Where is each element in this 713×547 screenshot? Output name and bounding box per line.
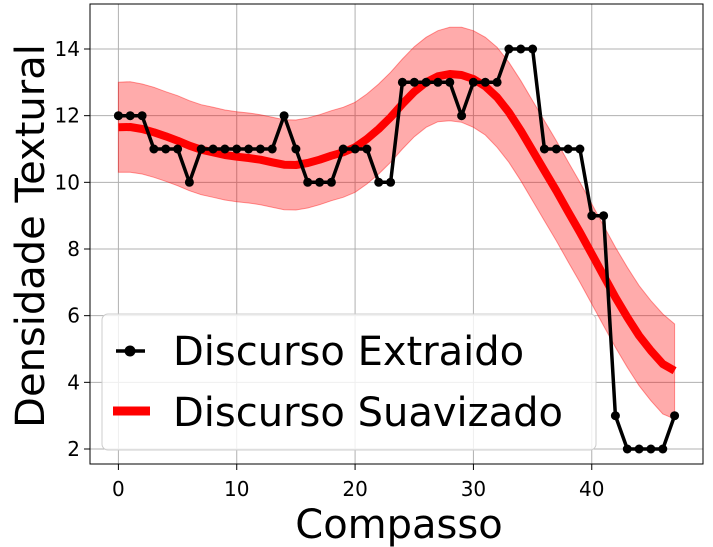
raw-data-point: [658, 444, 668, 454]
raw-data-point: [504, 44, 514, 54]
legend-raw-label: Discurso Extraido: [173, 329, 524, 375]
raw-data-point: [433, 77, 443, 87]
raw-data-point: [539, 144, 549, 154]
raw-data-point: [137, 111, 147, 121]
raw-data-point: [575, 144, 585, 154]
plot-frame: [89, 3, 704, 465]
raw-data-point: [125, 111, 135, 121]
y-tick-label: 10: [55, 170, 80, 194]
raw-data-point: [457, 111, 467, 121]
legend-raw-marker: [124, 345, 136, 357]
raw-data-point: [409, 77, 419, 87]
x-tick-label: 10: [224, 477, 249, 501]
raw-data-point: [421, 77, 431, 87]
raw-data-point: [255, 144, 265, 154]
raw-data-point: [397, 77, 407, 87]
raw-data-point: [634, 444, 644, 454]
y-tick-label: 8: [67, 237, 80, 261]
x-tick-label: 20: [342, 477, 367, 501]
raw-data-point: [161, 144, 171, 154]
raw-data-point: [374, 177, 384, 187]
raw-data-point: [184, 177, 194, 187]
y-tick-label: 14: [55, 37, 80, 61]
raw-data-point: [220, 144, 230, 154]
raw-data-point: [610, 411, 620, 421]
x-axis-ticks: 0 10 20 30 40: [112, 464, 604, 501]
legend-smooth-label: Discurso Suavizado: [173, 390, 563, 436]
y-tick-label: 12: [55, 104, 80, 128]
x-tick-label: 30: [461, 477, 486, 501]
raw-data-point: [196, 144, 206, 154]
raw-data-point: [232, 144, 242, 154]
raw-series: [113, 44, 680, 454]
raw-data-point: [480, 77, 490, 87]
raw-data-point: [326, 177, 336, 187]
x-axis-label: Compasso: [295, 502, 502, 547]
raw-data-point: [350, 144, 360, 154]
legend-box: [101, 313, 597, 451]
raw-data-point: [599, 211, 609, 221]
raw-data-point: [646, 444, 656, 454]
raw-data-point: [303, 177, 313, 187]
raw-data-point: [362, 144, 372, 154]
raw-data-point: [338, 144, 348, 154]
raw-data-point: [291, 144, 301, 154]
x-tick-label: 40: [579, 477, 604, 501]
raw-data-point: [445, 77, 455, 87]
raw-data-point: [587, 211, 597, 221]
raw-data-point: [468, 77, 478, 87]
raw-data-point: [149, 144, 159, 154]
raw-data-point: [279, 111, 289, 121]
raw-data-point: [516, 44, 526, 54]
y-tick-label: 6: [67, 304, 80, 328]
y-tick-label: 2: [67, 437, 80, 461]
raw-data-point: [528, 44, 538, 54]
y-axis-label: Densidade Textural: [8, 44, 54, 428]
raw-data-point: [492, 77, 502, 87]
y-axis-ticks: 2 4 6 8 10 12 14: [55, 37, 90, 461]
x-tick-label: 0: [112, 477, 125, 501]
raw-data-point: [208, 144, 218, 154]
raw-data-point: [173, 144, 183, 154]
raw-data-point: [551, 144, 561, 154]
raw-data-point: [267, 144, 277, 154]
legend: Discurso Extraido Discurso Suavizado: [101, 313, 597, 451]
raw-data-point: [315, 177, 325, 187]
raw-data-point: [386, 177, 396, 187]
y-tick-label: 4: [67, 370, 80, 394]
raw-data-point: [244, 144, 254, 154]
raw-data-point: [670, 411, 680, 421]
raw-data-point: [563, 144, 573, 154]
raw-data-point: [113, 111, 123, 121]
raw-data-point: [622, 444, 632, 454]
